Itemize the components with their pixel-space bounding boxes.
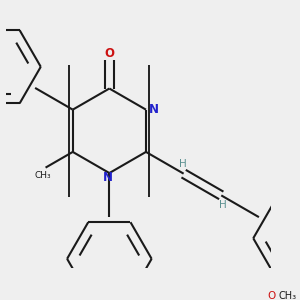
Text: N: N xyxy=(102,171,112,184)
Text: CH₃: CH₃ xyxy=(35,171,52,180)
Text: CH₃: CH₃ xyxy=(278,291,296,300)
Text: H: H xyxy=(178,159,186,169)
Text: H: H xyxy=(219,200,226,210)
Text: N: N xyxy=(149,103,159,116)
Text: O: O xyxy=(267,291,275,300)
Text: O: O xyxy=(104,47,114,60)
